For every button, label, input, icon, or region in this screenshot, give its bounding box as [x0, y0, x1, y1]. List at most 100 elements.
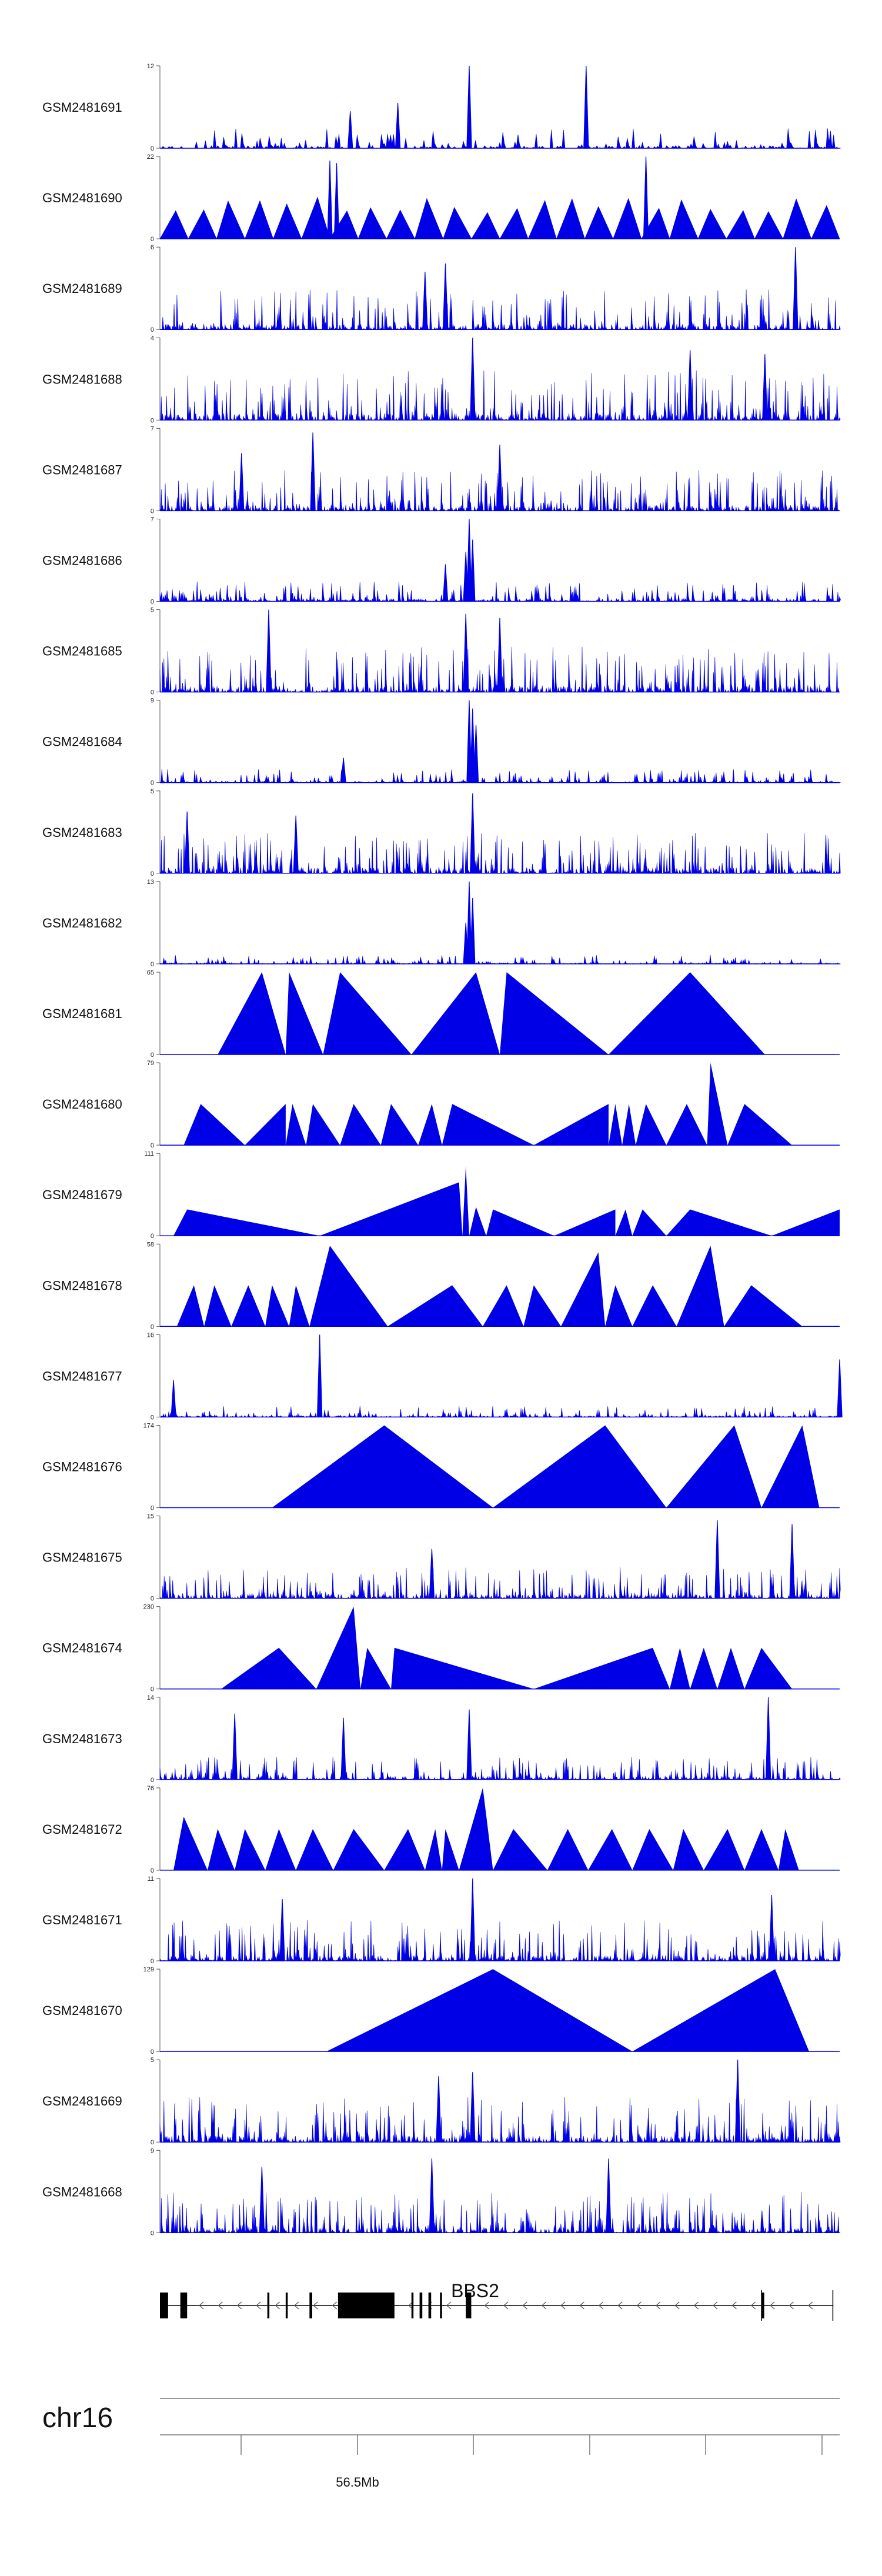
signal-peak: [486, 1209, 554, 1236]
y-tick-label-min: 0: [151, 689, 154, 696]
strand-arrow: [218, 2301, 223, 2310]
track-GSM2481672: GSM2481672 76 0: [42, 1785, 840, 1874]
track-GSM2481689: GSM2481689 6 0: [42, 244, 841, 333]
signal-peak: [470, 1878, 476, 1961]
signal-peak: [632, 1828, 673, 1870]
signal-peak: [418, 1104, 442, 1146]
gene-exon: [180, 2293, 188, 2318]
signal-peak: [547, 1828, 589, 1870]
signal-area: [160, 769, 841, 783]
track-label: GSM2481689: [42, 281, 122, 296]
y-tick-label-max: 11: [148, 1876, 154, 1883]
signal-peak: [690, 1647, 717, 1689]
y-tick-label-max: 14: [147, 1694, 154, 1701]
signal-peak: [266, 609, 272, 693]
y-tick-label-min: 0: [151, 1414, 154, 1421]
signal-peak: [171, 1380, 176, 1417]
track-label: GSM2481668: [42, 2184, 122, 2199]
strand-arrow: [503, 2301, 509, 2310]
track-GSM2481676: GSM2481676 174 0: [42, 1423, 840, 1512]
strand-arrow: [770, 2301, 775, 2310]
track-GSM2481684: GSM2481684 9 0: [42, 698, 841, 787]
y-tick-label-min: 0: [151, 1233, 154, 1240]
signal-peak: [429, 1549, 435, 1599]
track-label: GSM2481671: [42, 1913, 122, 1927]
strand-arrow: [313, 2301, 318, 2310]
signal-area: [160, 370, 841, 421]
signal-peak: [500, 972, 609, 1055]
track-GSM2481677: GSM2481677 16 0: [42, 1332, 843, 1421]
signal-tracks: GSM2481691120GSM2481690220GSM248168960GS…: [42, 63, 843, 2237]
track-label: GSM2481683: [42, 825, 122, 840]
y-tick-label-min: 0: [151, 1867, 154, 1874]
signal-peak: [442, 564, 449, 602]
signal-peak: [670, 1647, 690, 1689]
strand-arrow: [560, 2301, 566, 2310]
signal-peak: [235, 1828, 266, 1870]
y-tick-label-max: 111: [144, 1150, 154, 1157]
signal-peak: [561, 1252, 606, 1327]
signal-peak: [340, 758, 346, 783]
signal-peak: [232, 1713, 238, 1780]
signal-peak: [327, 161, 333, 239]
signal-peak: [429, 2158, 435, 2233]
signal-area: [160, 1406, 841, 1418]
chromosome-axis: chr16 56.5Mb: [42, 2398, 840, 2490]
signal-peak: [469, 1207, 486, 1236]
strand-arrow: [446, 2301, 452, 2310]
signal-peak: [470, 793, 476, 874]
signal-peak: [333, 1828, 385, 1870]
signal-peak: [463, 922, 469, 965]
gene-exon: [428, 2293, 432, 2318]
signal-peak: [666, 1209, 772, 1236]
signal-peak: [793, 247, 799, 330]
signal-peak: [411, 972, 500, 1055]
signal-peak: [384, 1828, 425, 1870]
track-GSM2481686: GSM2481686 7 0: [42, 516, 841, 606]
signal-peak: [183, 1104, 245, 1146]
signal-peak: [184, 811, 190, 874]
strand-arrow: [256, 2301, 261, 2310]
y-tick-label-max: 76: [147, 1785, 154, 1792]
signal-peak: [724, 1285, 803, 1327]
y-tick-label-min: 0: [151, 1323, 154, 1330]
signal-peak: [554, 1209, 616, 1236]
signal-peak: [497, 445, 503, 512]
signal-peak: [778, 1828, 799, 1870]
signal-peak: [676, 1246, 724, 1327]
signal-peak: [221, 1647, 316, 1689]
signal-peak: [606, 2158, 612, 2233]
strand-arrow: [789, 2301, 794, 2310]
signal-peak: [497, 618, 503, 693]
track-label: GSM2481677: [42, 1369, 122, 1383]
track-label: GSM2481686: [42, 553, 122, 568]
signal-peak: [316, 1334, 323, 1417]
signal-peak: [436, 2076, 442, 2143]
signal-peak: [533, 1104, 609, 1146]
gene-exon: [411, 2293, 414, 2318]
track-GSM2481669: GSM2481669 5 0: [42, 2057, 841, 2146]
signal-area: [159, 128, 841, 149]
signal-peak: [837, 1359, 843, 1417]
y-tick-label-min: 0: [151, 417, 154, 424]
y-tick-label-min: 0: [151, 2139, 154, 2146]
strand-arrow: [750, 2301, 756, 2310]
signal-peak: [442, 1104, 534, 1146]
signal-peak: [632, 1285, 677, 1327]
signal-peak: [323, 972, 412, 1055]
signal-peak: [673, 1828, 704, 1870]
track-label: GSM2481679: [42, 1187, 122, 1202]
track-label: GSM2481681: [42, 1006, 122, 1021]
signal-peak: [265, 1828, 296, 1870]
gene-annotation-track: BBS2: [160, 2280, 834, 2321]
y-tick-label-min: 0: [151, 1777, 154, 1784]
signal-peak: [425, 1828, 442, 1870]
signal-peak: [218, 972, 286, 1055]
signal-peak: [173, 1209, 320, 1236]
gene-model: [160, 2290, 834, 2321]
gene-exon: [267, 2293, 270, 2318]
signal-peak: [466, 881, 472, 965]
track-GSM2481681: GSM2481681 65 0: [42, 969, 840, 1059]
track-GSM2481683: GSM2481683 5 0: [42, 788, 841, 877]
track-label: GSM2481676: [42, 1460, 122, 1474]
